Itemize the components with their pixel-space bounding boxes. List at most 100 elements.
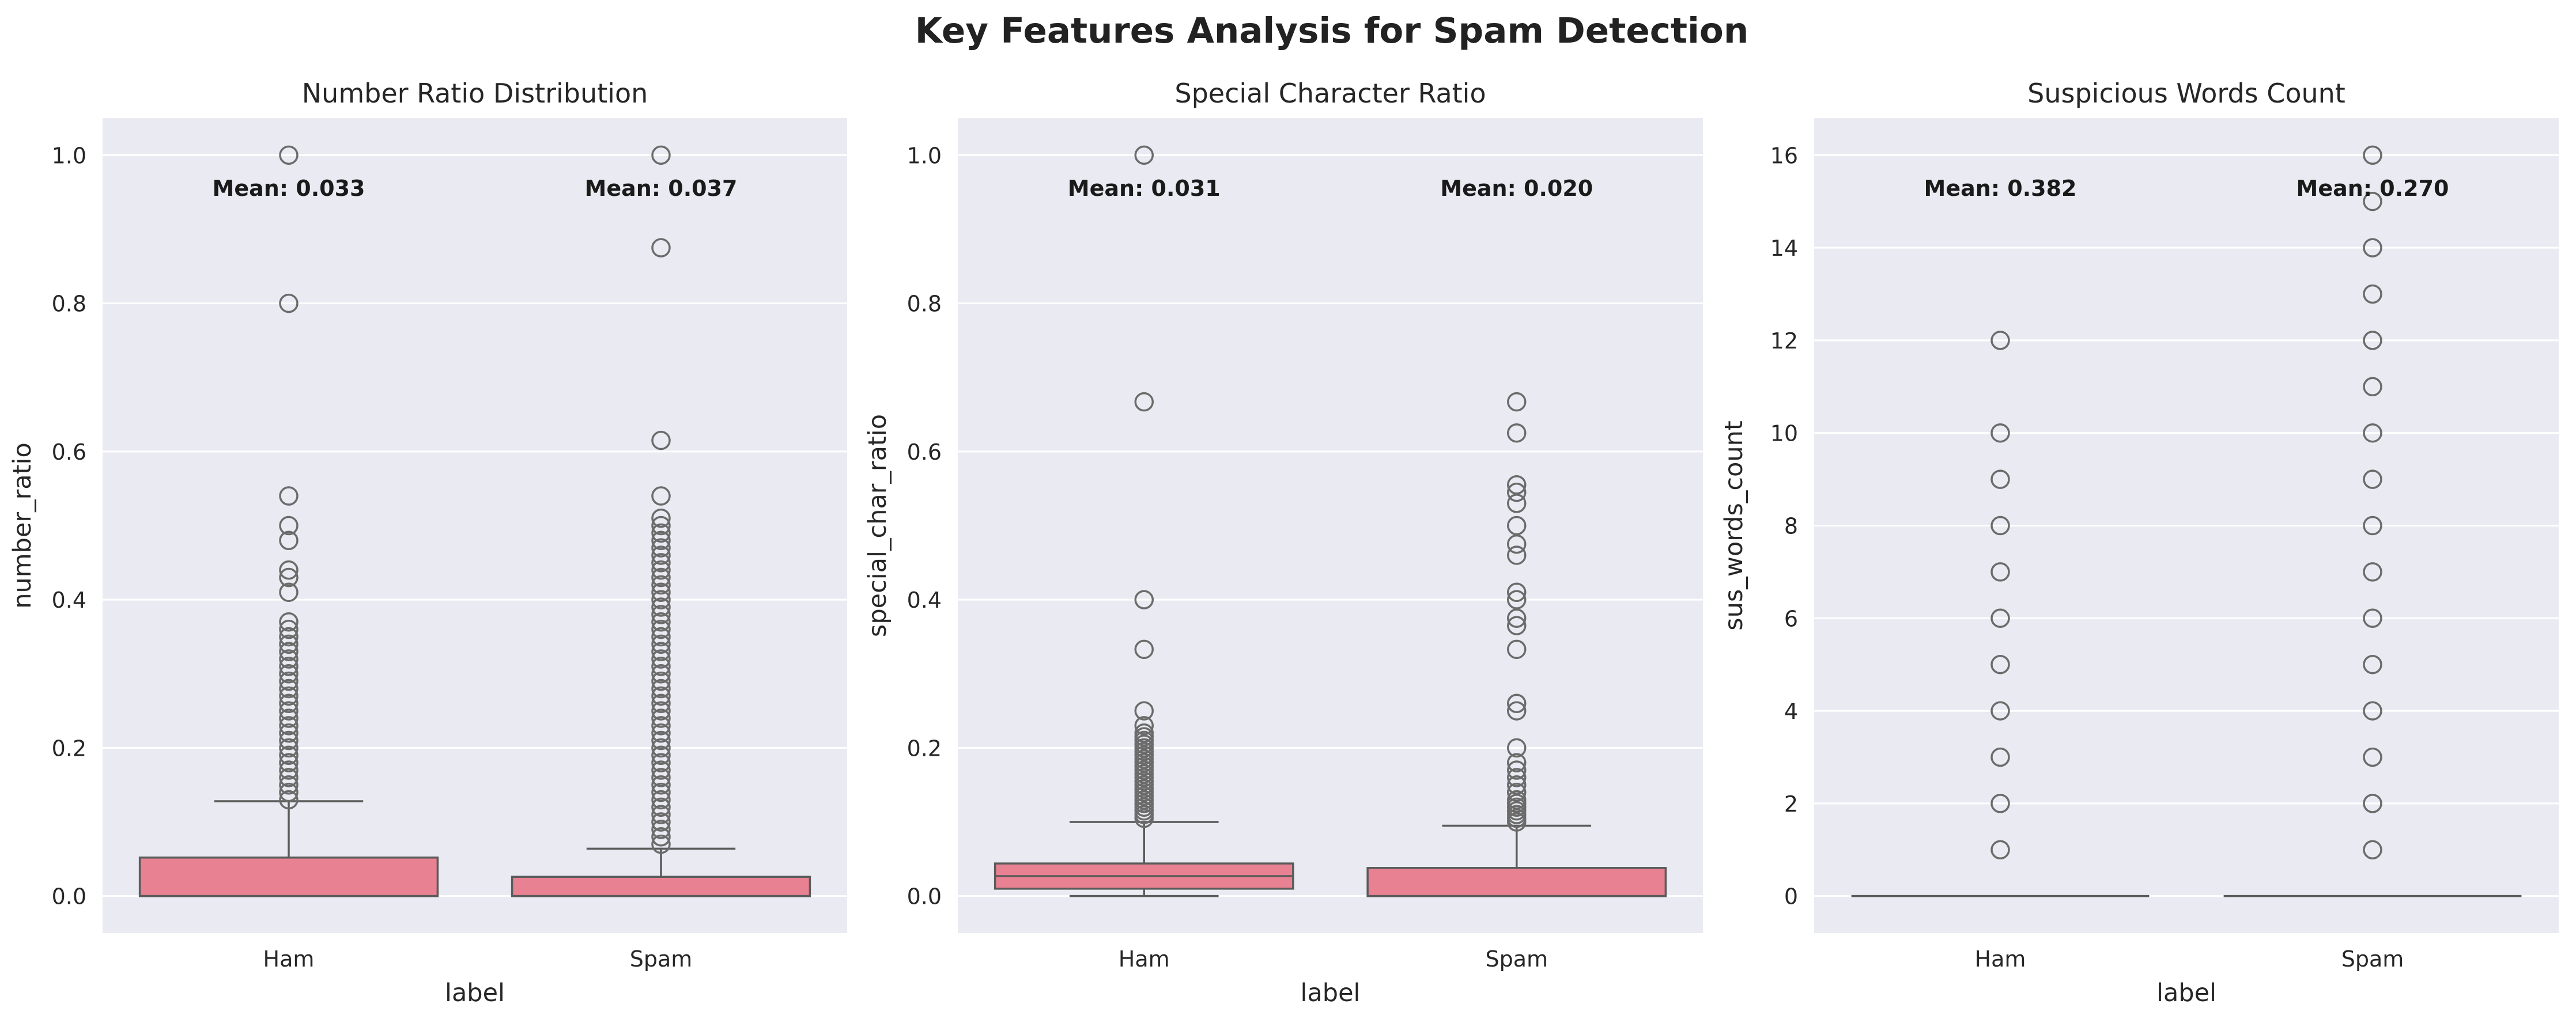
outlier-point bbox=[1990, 794, 2010, 813]
box-spam bbox=[1366, 867, 1667, 897]
y-tick-label: 12 bbox=[1770, 328, 1798, 354]
outlier-point bbox=[279, 701, 299, 721]
outlier-point bbox=[279, 516, 299, 536]
outlier-point bbox=[1990, 747, 2010, 767]
outlier-point bbox=[651, 145, 671, 165]
y-tick-label: 2 bbox=[1784, 791, 1798, 817]
y-tick-label: 0.4 bbox=[52, 588, 86, 613]
y-tick-label: 0.8 bbox=[907, 291, 942, 317]
outlier-point bbox=[2363, 423, 2382, 443]
outlier-point bbox=[651, 723, 671, 743]
outlier-point bbox=[1507, 760, 1527, 780]
outlier-point bbox=[2363, 654, 2382, 675]
outlier-point bbox=[2363, 238, 2382, 257]
outlier-point bbox=[651, 531, 671, 550]
outlier-point bbox=[1507, 494, 1527, 513]
x-tick-label: Spam bbox=[630, 946, 693, 972]
y-axis-label: number_ratio bbox=[8, 442, 37, 608]
outlier-point bbox=[651, 716, 671, 736]
mean-label: Mean: 0.033 bbox=[213, 176, 365, 201]
outlier-point bbox=[2363, 469, 2382, 489]
outlier-point bbox=[2363, 840, 2382, 860]
outlier-point bbox=[1990, 562, 2010, 582]
outlier-point bbox=[1134, 145, 1154, 165]
outlier-point bbox=[279, 782, 299, 802]
outlier-point bbox=[651, 782, 671, 802]
outlier-point bbox=[1507, 782, 1527, 802]
outlier-point bbox=[279, 730, 299, 751]
outlier-point bbox=[2363, 284, 2382, 304]
chart-panel-1: 0.0 0.2 0.4 0.6 0.8 1.0 Mean: 0.033 Mean: 0.037… bbox=[8, 78, 847, 1007]
outlier-point bbox=[651, 657, 671, 676]
outlier-point bbox=[651, 619, 671, 639]
outlier-point bbox=[2363, 145, 2382, 165]
outlier-point bbox=[651, 694, 671, 713]
outlier-point bbox=[651, 827, 671, 847]
outlier-point bbox=[651, 679, 671, 699]
outlier-point bbox=[279, 612, 299, 632]
outlier-point bbox=[651, 486, 671, 506]
outlier-point bbox=[651, 730, 671, 751]
outlier-point bbox=[651, 708, 671, 728]
x-tick-label: Spam bbox=[1485, 946, 1548, 972]
outlier-point bbox=[2363, 608, 2382, 628]
outlier-point bbox=[1990, 840, 2010, 860]
y-tick-label: 0.8 bbox=[52, 291, 86, 317]
outlier-point bbox=[651, 523, 671, 543]
outlier-point bbox=[279, 745, 299, 766]
outlier-point bbox=[279, 293, 299, 313]
y-tick-label: 16 bbox=[1770, 143, 1798, 168]
outlier-point bbox=[651, 605, 671, 624]
outlier-point bbox=[1507, 775, 1527, 795]
y-tick-label: 6 bbox=[1784, 606, 1798, 631]
outlier-point bbox=[651, 508, 671, 528]
mean-label: Mean: 0.031 bbox=[1068, 176, 1221, 201]
outlier-point bbox=[651, 760, 671, 780]
outlier-point bbox=[1507, 392, 1527, 412]
outlier-point bbox=[1990, 331, 2010, 350]
outlier-point bbox=[651, 642, 671, 661]
outlier-point bbox=[279, 634, 299, 654]
outlier-point bbox=[1990, 516, 2010, 536]
outlier-point bbox=[651, 686, 671, 706]
outlier-point bbox=[651, 597, 671, 617]
outlier-point bbox=[279, 753, 299, 772]
outlier-point bbox=[651, 790, 671, 810]
outlier-point bbox=[279, 716, 299, 736]
x-tick-label: Ham bbox=[1975, 946, 2026, 972]
outlier-point bbox=[279, 582, 299, 603]
outlier-point bbox=[651, 612, 671, 632]
outlier-point bbox=[651, 627, 671, 647]
y-tick-label: 0.6 bbox=[907, 439, 942, 465]
outlier-point bbox=[1990, 654, 2010, 675]
y-tick-label: 10 bbox=[1770, 421, 1798, 446]
y-tick-label: 0.2 bbox=[907, 736, 942, 761]
y-tick-label: 0.0 bbox=[52, 884, 86, 910]
y-tick-label: 1.0 bbox=[907, 143, 942, 168]
outlier-point bbox=[1990, 423, 2010, 443]
outlier-point bbox=[1507, 738, 1527, 758]
outlier-point bbox=[279, 775, 299, 795]
chart-title: Special Character Ratio bbox=[1174, 78, 1486, 109]
outlier-point bbox=[651, 538, 671, 558]
outlier-point bbox=[1507, 590, 1527, 609]
box-spam bbox=[511, 876, 811, 897]
outlier-point bbox=[1507, 701, 1527, 721]
outlier-point bbox=[2363, 562, 2382, 582]
x-tick-label: Ham bbox=[1119, 946, 1170, 972]
mean-label: Mean: 0.020 bbox=[1440, 176, 1593, 201]
outlier-point bbox=[279, 567, 299, 588]
y-axis-label: sus_words_count bbox=[1720, 420, 1748, 630]
outlier-point bbox=[651, 671, 671, 691]
x-axis-label: label bbox=[1301, 979, 1361, 1007]
outlier-point bbox=[651, 649, 671, 669]
y-tick-label: 1.0 bbox=[52, 143, 86, 168]
outlier-point bbox=[651, 516, 671, 536]
y-tick-label: 0 bbox=[1784, 884, 1798, 910]
outlier-point bbox=[651, 820, 671, 839]
outlier-point bbox=[1134, 590, 1154, 609]
outlier-point bbox=[279, 619, 299, 639]
outlier-point bbox=[279, 671, 299, 691]
outlier-point bbox=[279, 790, 299, 810]
